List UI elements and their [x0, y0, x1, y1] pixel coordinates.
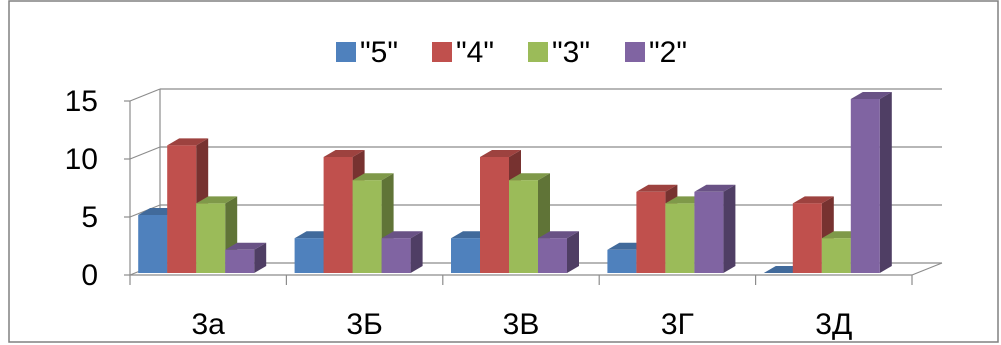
bar-top	[538, 231, 579, 239]
legend-swatch	[625, 42, 645, 62]
bar-top	[792, 196, 834, 204]
bar-front	[792, 203, 822, 273]
bar-front	[509, 180, 538, 273]
bar-front	[196, 203, 226, 273]
bars	[138, 92, 892, 273]
bar-front	[352, 180, 382, 273]
bar-top	[381, 231, 423, 239]
bar-top	[636, 184, 678, 192]
gridline-slant	[129, 88, 161, 102]
bar	[167, 138, 209, 273]
legend-swatch	[432, 42, 452, 62]
bar-side	[723, 184, 736, 273]
bar-top	[167, 138, 209, 146]
bar-front	[451, 238, 480, 273]
legend-label: "2"	[649, 36, 687, 69]
bar-front	[294, 238, 324, 273]
bar-front	[821, 238, 851, 273]
bar-front	[850, 99, 880, 273]
bar	[225, 242, 267, 273]
bar-side	[879, 92, 892, 273]
x-axis-labels: 3а 3Б 3В 3Г 3Д	[192, 308, 853, 341]
y-tick-label: 10	[65, 143, 98, 176]
bar-front	[538, 238, 567, 273]
bar	[381, 231, 423, 273]
bar-side	[567, 231, 579, 273]
bar-front	[225, 249, 255, 273]
bar-front	[381, 238, 411, 273]
bar	[694, 184, 736, 273]
bar-front	[138, 215, 168, 273]
x-category-label: 3Д	[815, 308, 852, 341]
x-category-label: 3Б	[346, 308, 382, 341]
bar-front	[636, 191, 666, 273]
y-axis-ticks: 0 5 10 15	[65, 85, 98, 292]
legend-label: "5"	[360, 36, 398, 69]
bar-side	[410, 231, 423, 273]
bar-top	[352, 173, 394, 181]
bar	[850, 92, 892, 273]
y-tick-label: 0	[81, 259, 98, 292]
bar-front	[607, 249, 637, 273]
bar-top	[509, 173, 550, 181]
bar-top	[196, 196, 238, 204]
bar-top	[480, 150, 521, 157]
x-category-label: 3а	[192, 308, 226, 341]
bar-front	[694, 191, 724, 273]
bar-top	[694, 184, 736, 192]
legend-label: "3"	[552, 36, 590, 69]
legend-swatch	[528, 42, 548, 62]
bar-front	[665, 203, 695, 273]
bar-side	[254, 242, 267, 273]
bar-top	[225, 242, 267, 250]
legend-label: "4"	[456, 36, 494, 69]
x-category-label: 3Г	[661, 308, 694, 341]
x-category-label: 3В	[503, 308, 540, 341]
bar-top	[850, 92, 892, 99]
bar-front	[167, 145, 197, 273]
bar-top	[323, 150, 365, 157]
y-tick-label: 5	[81, 201, 98, 234]
bar-front	[323, 157, 353, 273]
y-tick-label: 15	[65, 85, 98, 118]
floor-right-edge	[911, 262, 943, 276]
legend-swatch	[336, 42, 356, 62]
gridline-slant	[129, 146, 161, 160]
legend: "5" "4" "3" "2"	[336, 36, 687, 69]
bar-front	[480, 157, 509, 273]
bar	[538, 231, 579, 273]
gridline-slant	[129, 204, 161, 218]
